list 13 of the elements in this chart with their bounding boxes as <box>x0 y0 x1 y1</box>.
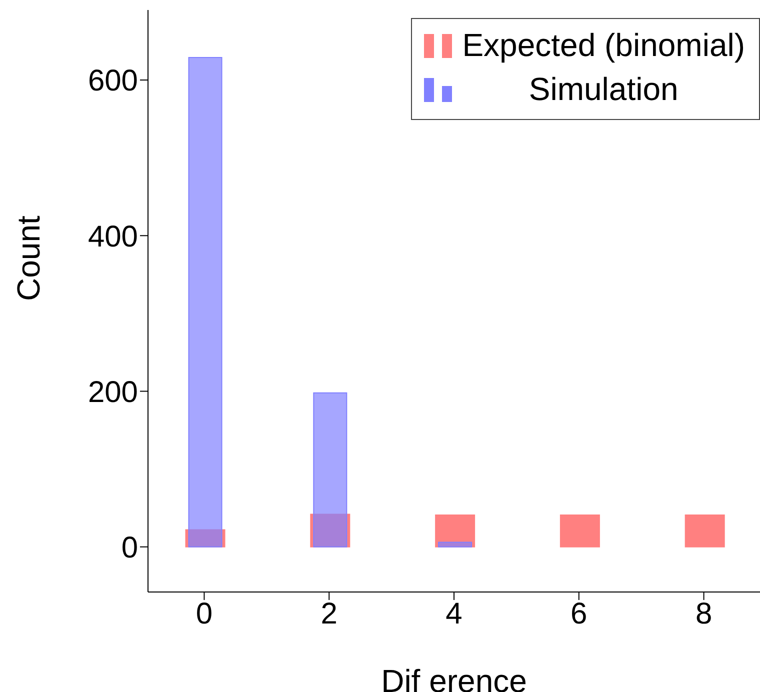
legend-label: Expected (binomial) <box>462 26 745 65</box>
y-tick-label: 600 <box>88 64 138 98</box>
x-axis-title: Dif erence <box>381 663 527 692</box>
x-tick-label: 6 <box>570 597 588 630</box>
x-tick-label: 2 <box>320 597 338 630</box>
y-tick-label: 0 <box>121 532 138 565</box>
y-tick-label: 400 <box>88 220 138 254</box>
x-tick-label: 8 <box>695 597 712 630</box>
x-tick-label: 0 <box>196 597 213 630</box>
y-axis-title: Count <box>10 216 46 301</box>
y-tick-label: 200 <box>88 376 138 409</box>
legend-label: Simulation <box>528 70 680 109</box>
x-tick-label: 4 <box>446 597 462 630</box>
